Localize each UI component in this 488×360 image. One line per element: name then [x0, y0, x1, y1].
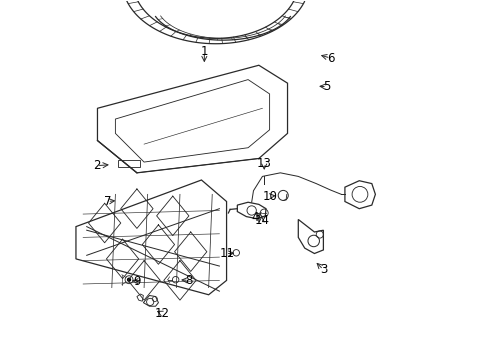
Text: 8: 8	[185, 274, 192, 287]
Text: 10: 10	[263, 190, 277, 203]
Text: 14: 14	[254, 214, 269, 227]
Text: 11: 11	[220, 247, 235, 260]
Text: 13: 13	[256, 157, 271, 170]
Text: 4: 4	[251, 211, 259, 224]
Text: 12: 12	[154, 307, 169, 320]
Text: 2: 2	[93, 159, 101, 172]
Circle shape	[126, 278, 131, 282]
Text: 7: 7	[103, 195, 111, 208]
Text: 6: 6	[326, 51, 334, 64]
Text: 3: 3	[319, 263, 326, 276]
Text: 1: 1	[200, 45, 208, 58]
Text: 5: 5	[323, 80, 330, 93]
Text: 9: 9	[133, 275, 141, 288]
Bar	[118, 159, 140, 167]
